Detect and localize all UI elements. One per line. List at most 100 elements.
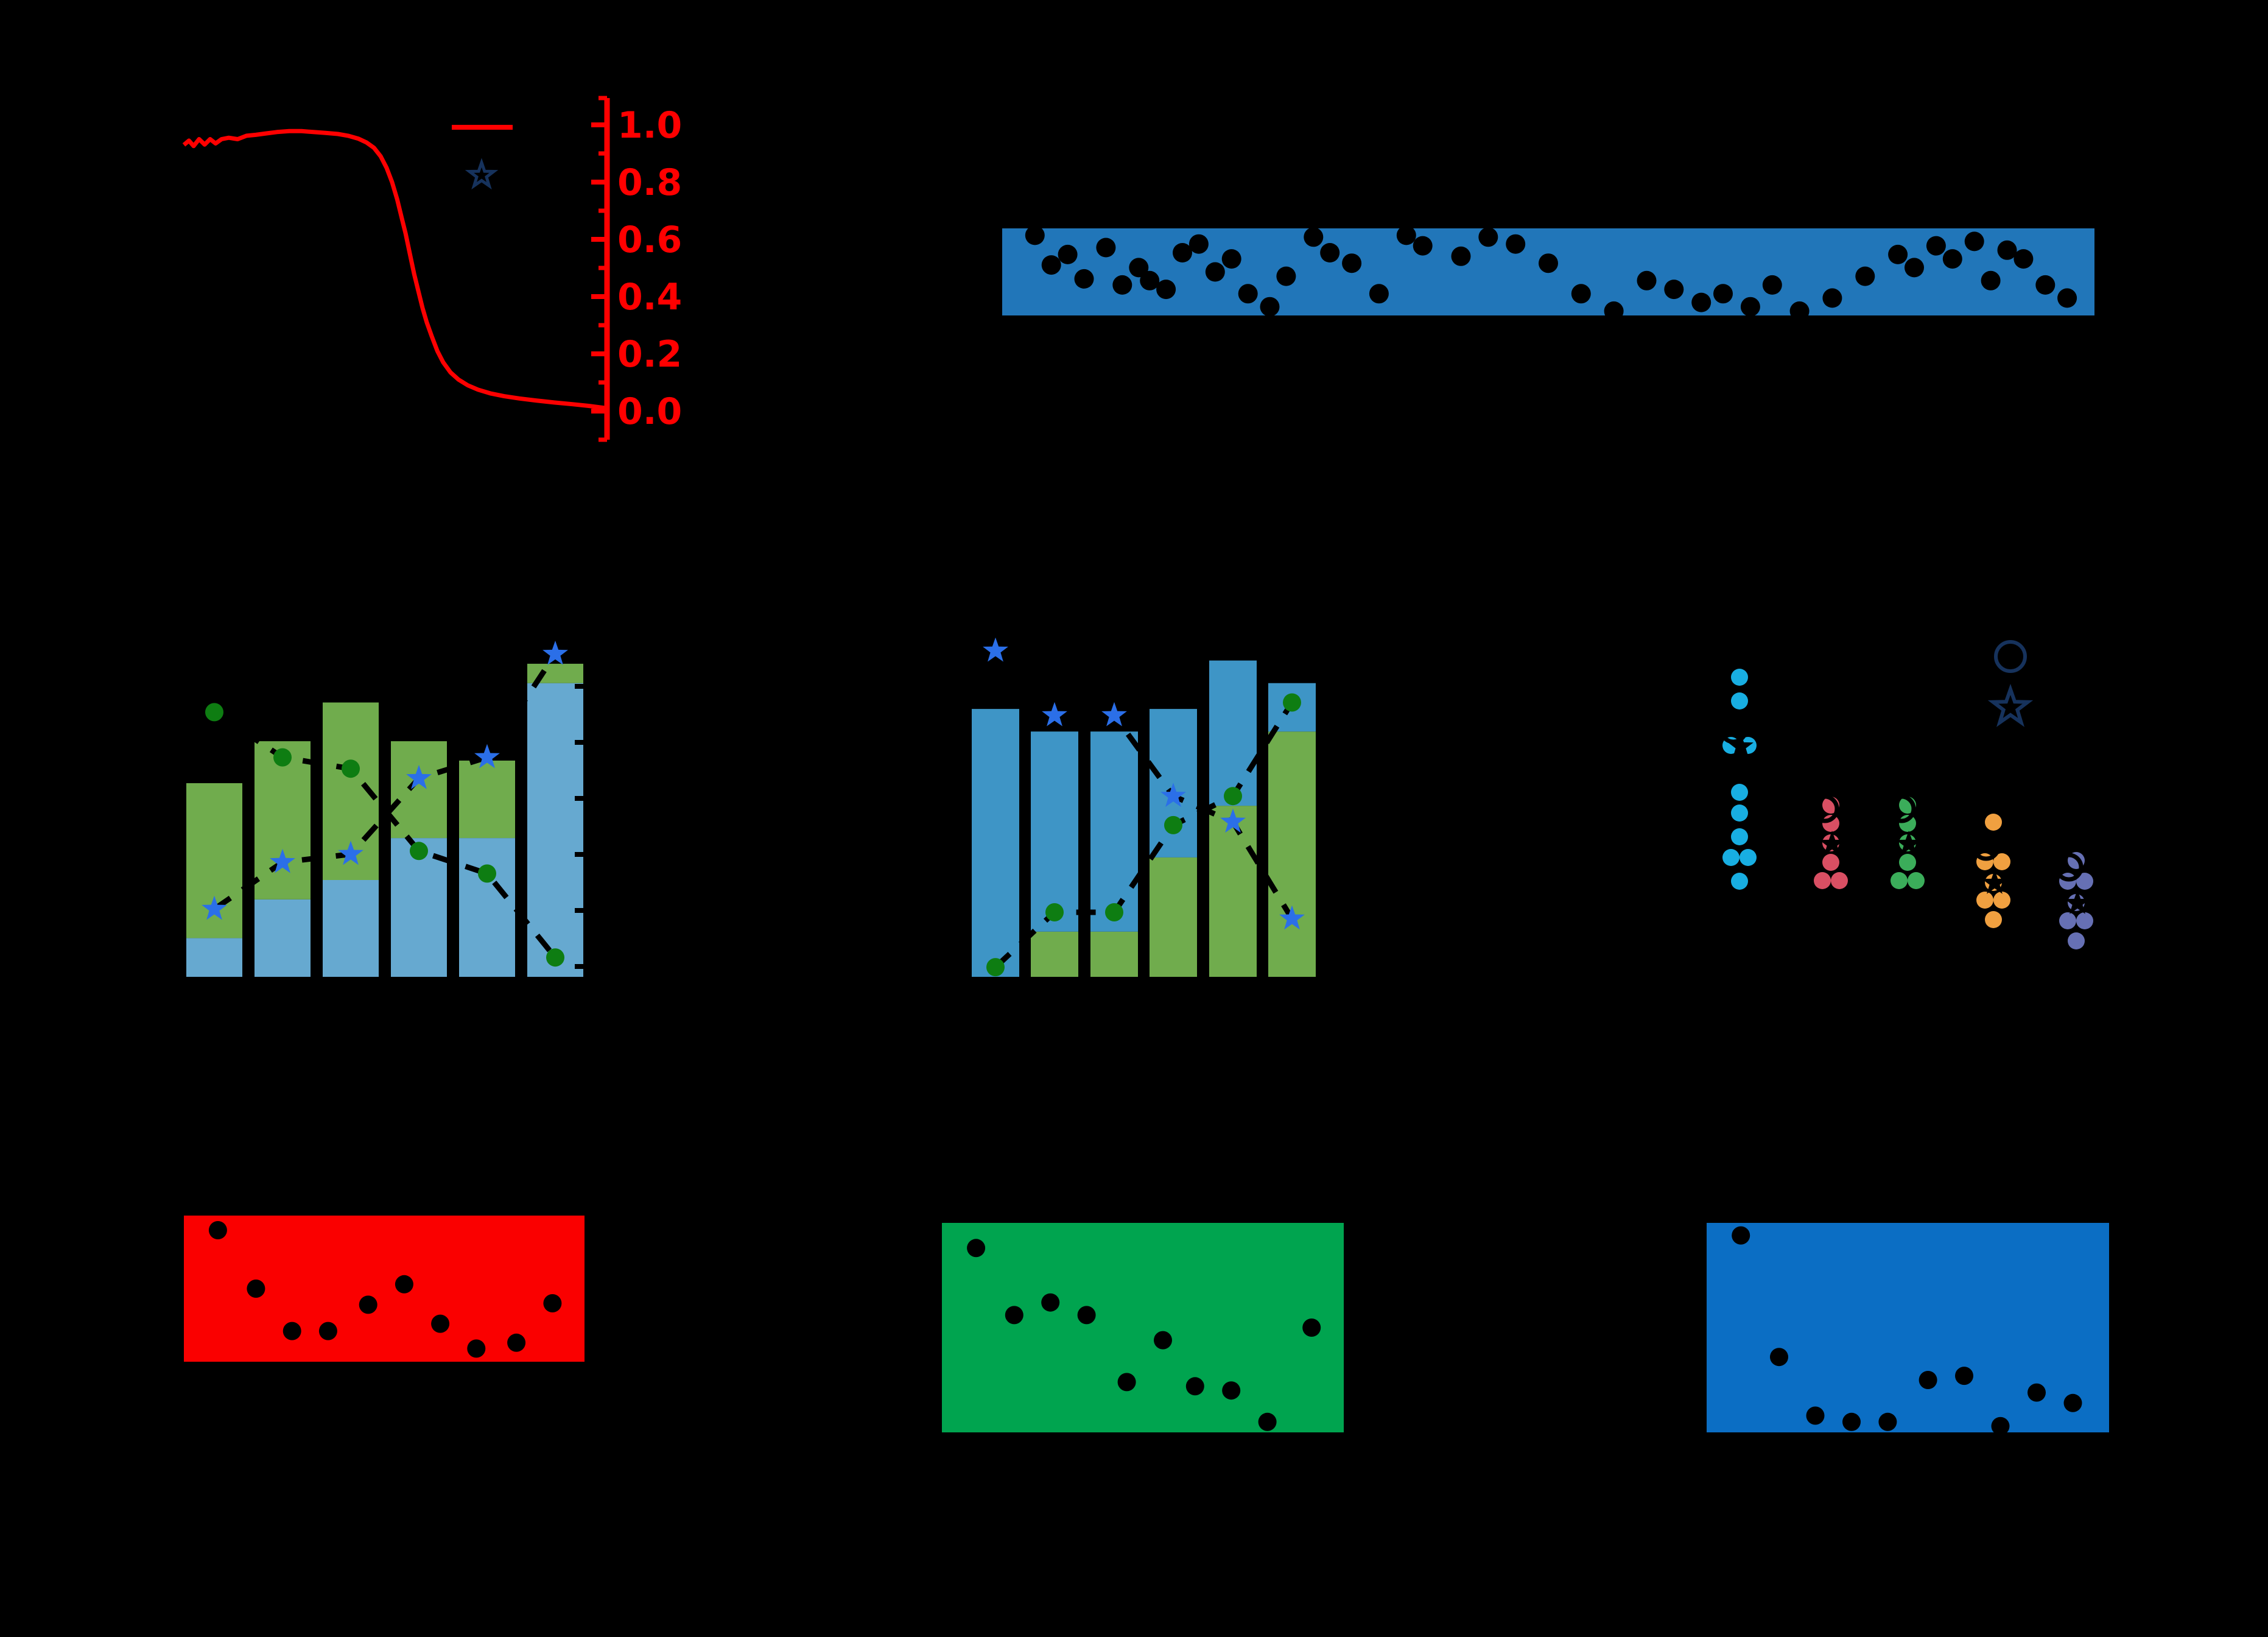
bar-bottom-segment (391, 838, 447, 977)
data-dot (1806, 1406, 1825, 1425)
data-dot (431, 1314, 450, 1333)
box-bar (1707, 1223, 2109, 1432)
data-dot (1789, 301, 1810, 315)
data-dot (1899, 854, 1916, 871)
data-dot (1722, 849, 1740, 866)
legend-open-star-icon (465, 158, 499, 190)
data-dot (1005, 1306, 1023, 1325)
panel-c-stacked-bars (186, 641, 583, 977)
bar-top-segment (459, 760, 515, 839)
data-dot (2076, 873, 2093, 890)
panel-d-stacked-bars (972, 637, 1316, 977)
data-dot (1981, 270, 2001, 290)
data-dot (1891, 872, 1908, 889)
data-dot (1258, 1412, 1277, 1431)
mean-open-circle-marker (1719, 715, 1748, 744)
data-dot (1985, 814, 2002, 831)
median-star-marker (2065, 890, 2090, 914)
data-dot (1691, 292, 1712, 312)
data-dot (1571, 284, 1591, 304)
data-dot (1713, 284, 1733, 304)
data-dot (1942, 249, 1962, 269)
y-axis-tick-label: 1.0 (617, 104, 682, 147)
data-dot (1077, 1306, 1096, 1325)
data-dot (208, 1221, 227, 1239)
green-dot-marker (205, 703, 223, 722)
data-dot (1041, 1293, 1060, 1312)
blue-star-marker (542, 641, 568, 665)
data-dot (1205, 262, 1225, 282)
data-dot (1413, 236, 1433, 256)
bar-top-segment (255, 741, 311, 899)
data-dot (247, 1280, 265, 1298)
data-dot (1238, 284, 1258, 304)
data-dot (1129, 258, 1149, 278)
data-dot (543, 1294, 562, 1312)
data-dot (1919, 1371, 1937, 1389)
green-dot-marker (478, 864, 496, 883)
y-axis-tick-label: 0.0 (617, 390, 682, 433)
bar-bottom-segment (323, 880, 379, 977)
data-dot (1539, 253, 1558, 273)
blue-star-marker (983, 637, 1008, 662)
data-dot (1221, 249, 1241, 269)
bar-bottom-segment (1090, 931, 1138, 977)
panel-h-box (1707, 1223, 2109, 1435)
data-dot (2035, 275, 2056, 295)
data-dot (1993, 853, 2010, 870)
y-axis-tick-label: 0.8 (617, 161, 682, 204)
data-dot (1637, 270, 1657, 290)
red-decay-curve (182, 128, 608, 410)
data-dot (1185, 1377, 1204, 1396)
box-bar (942, 1223, 1344, 1432)
data-dot (1112, 275, 1132, 295)
data-dot (1396, 228, 1416, 245)
green-dot-marker (342, 759, 360, 778)
bar-top-segment (186, 783, 242, 938)
data-dot (1096, 238, 1116, 258)
mean-open-circle-marker (2054, 853, 2084, 882)
blue-star-marker (1220, 808, 1246, 833)
data-dot (1991, 1417, 2010, 1435)
data-dot (2028, 1383, 2046, 1402)
data-dot (467, 1339, 486, 1358)
data-dot (1058, 244, 1078, 264)
data-dot (2059, 912, 2076, 929)
data-dot (1369, 284, 1389, 304)
data-dot (1342, 253, 1362, 273)
data-dot (1188, 234, 1209, 254)
green-dot-marker (1283, 693, 1301, 712)
data-dot (1222, 1381, 1241, 1400)
data-dot (1740, 849, 1757, 866)
blue-star-marker (1042, 702, 1067, 727)
data-dot (1731, 784, 1748, 801)
median-star-marker (1728, 733, 1754, 758)
blue-star-marker (1160, 783, 1186, 807)
data-dot (1976, 892, 1993, 909)
bar-bottom-segment (1268, 731, 1316, 977)
green-dot-marker (986, 958, 1005, 977)
data-dot (2013, 249, 2034, 269)
data-dot (1478, 228, 1498, 247)
bar-top-segment (1090, 731, 1138, 932)
dot-dashed-line (212, 709, 558, 960)
data-dot (1908, 872, 1925, 889)
data-dot (1304, 228, 1324, 247)
bar-bottom-segment (1150, 857, 1197, 977)
data-dot (1955, 1367, 1973, 1385)
green-dot-marker (1045, 903, 1064, 921)
dot-group-group-4 (1976, 814, 2010, 928)
data-dot (283, 1322, 301, 1340)
data-dot (1905, 258, 1924, 278)
legend-open-star-icon (1987, 683, 2034, 727)
bar-bottom-segment (527, 683, 583, 977)
bar-top-segment (391, 741, 447, 839)
bar-bottom-segment (255, 899, 311, 977)
bar-bottom-segment (186, 938, 242, 977)
data-dot (1731, 804, 1748, 822)
data-dot (1878, 1412, 1897, 1431)
green-dot-marker (1164, 815, 1182, 834)
blue-star-marker (1101, 702, 1127, 727)
green-dot-marker (273, 748, 292, 767)
data-dot (395, 1275, 413, 1294)
